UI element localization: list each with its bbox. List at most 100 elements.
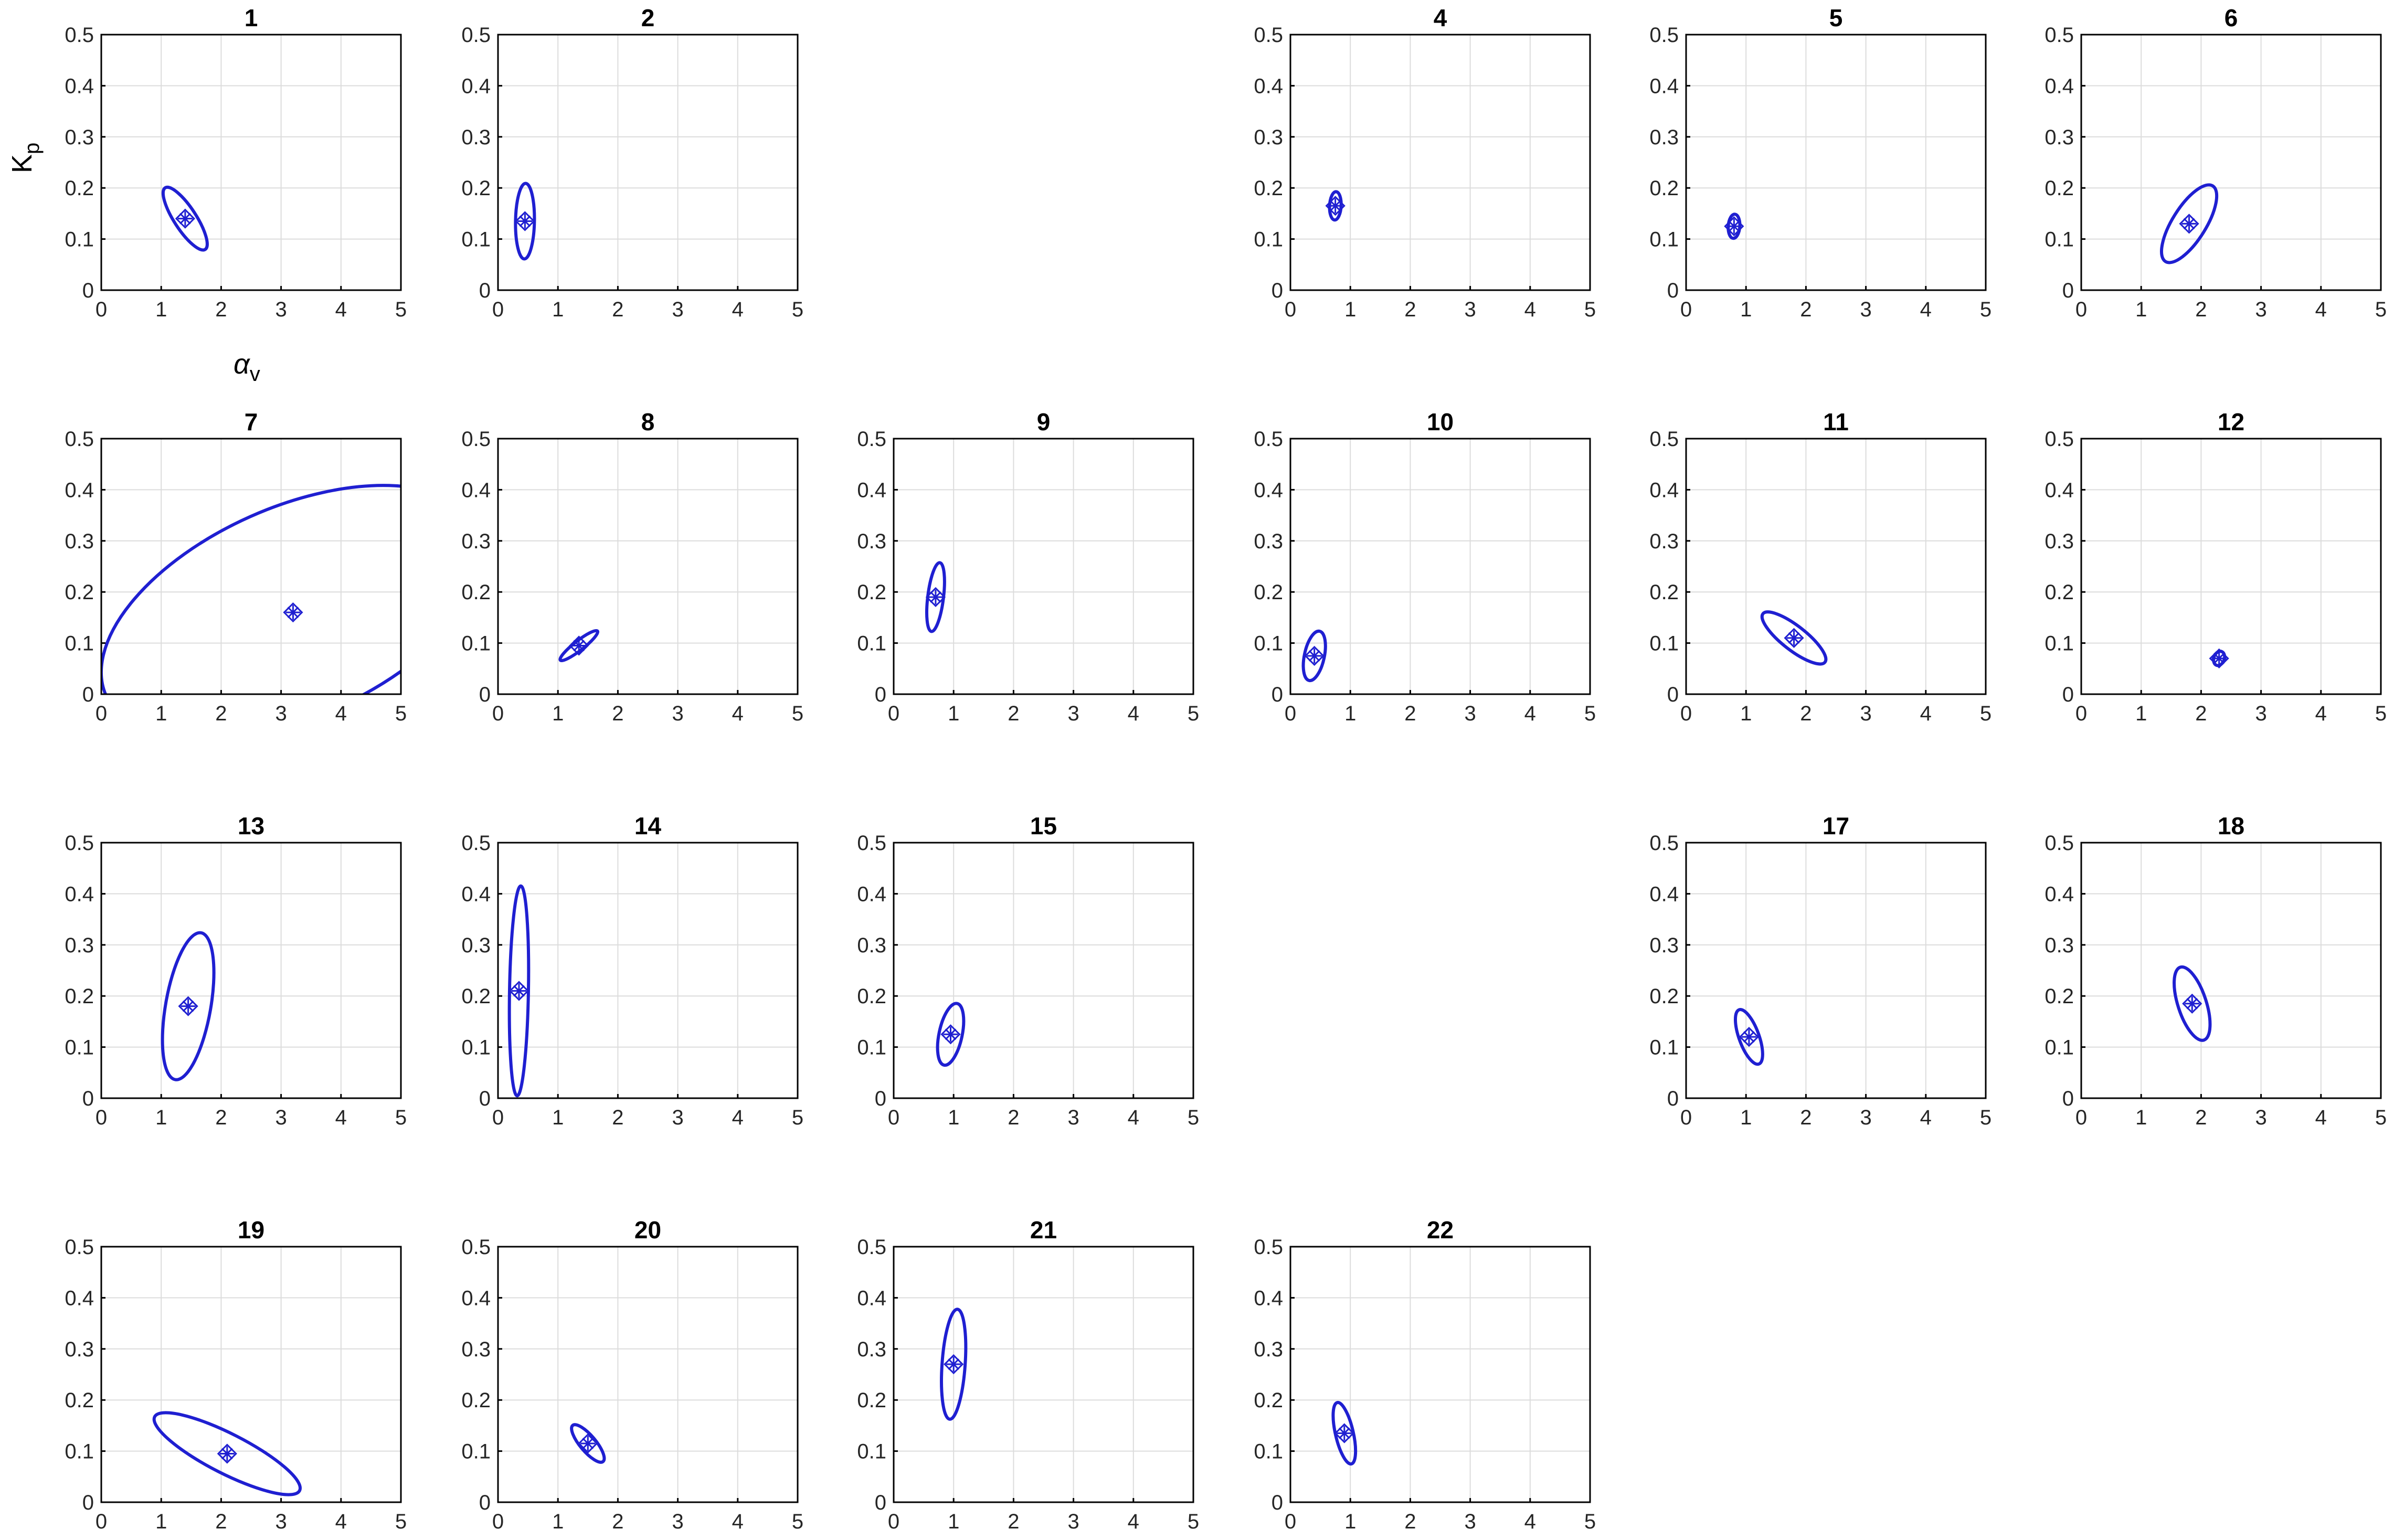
x-tick-label: 5: [1584, 702, 1596, 725]
y-tick-label: 0.4: [2045, 75, 2074, 98]
estimate-diamond-marker: [940, 1024, 961, 1045]
y-tick-label: 0.3: [857, 1338, 886, 1361]
y-tick-label: 0: [479, 1491, 491, 1514]
y-tick-label: 0.3: [461, 1338, 491, 1361]
x-tick-label: 3: [672, 1510, 683, 1533]
x-tick-label: 5: [1980, 298, 1992, 321]
estimate-asterisk-marker: [1328, 198, 1343, 214]
estimate-asterisk-marker: [181, 999, 196, 1014]
subplot-title: 20: [634, 1216, 661, 1244]
y-tick-label: 0.3: [461, 934, 491, 957]
plot-area: [1733, 1008, 1764, 1066]
y-tick-label: 0.1: [65, 1440, 94, 1463]
y-tick-label: 0.5: [1649, 428, 1679, 451]
y-tick-label: 0.4: [461, 479, 491, 502]
y-tick-label: 0.5: [65, 24, 94, 47]
x-tick-label: 5: [2375, 1106, 2387, 1129]
confidence-ellipse: [2173, 965, 2212, 1042]
x-tick-label: 0: [1680, 702, 1692, 725]
estimate-asterisk-marker: [177, 211, 193, 226]
x-tick-label: 3: [672, 702, 683, 725]
y-tick-label: 0.4: [461, 75, 491, 98]
subplot-title: 9: [1037, 408, 1051, 436]
confidence-ellipse: [152, 1411, 302, 1496]
subplot-19: 0 1 2 3 4 5 0 0.1 0.2 0.3 0.4 0.5 19: [65, 1216, 407, 1533]
x-tick-label: 0: [1285, 1510, 1296, 1533]
estimate-asterisk-marker: [1741, 1029, 1756, 1045]
confidence-ellipse: [1331, 1400, 1358, 1466]
subplot-10: 0 1 2 3 4 5 0 0.1 0.2 0.3 0.4 0.5 10: [1254, 408, 1596, 725]
y-tick-label: 0.1: [1649, 228, 1679, 251]
estimate-asterisk-marker: [2181, 216, 2197, 231]
x-axis-label-sub: v: [250, 363, 260, 386]
estimate-asterisk-marker: [1307, 648, 1322, 663]
y-tick-label: 0.1: [857, 1440, 886, 1463]
y-tick-label: 0.4: [1649, 883, 1679, 906]
x-tick-label: 4: [335, 298, 347, 321]
y-tick-label: 0: [479, 279, 491, 302]
y-tick-label: 0: [875, 1087, 886, 1110]
axes-box: [2080, 34, 2382, 291]
x-tick-label: 2: [1404, 1510, 1416, 1533]
asterisk-stroke: [179, 213, 191, 225]
y-tick-label: 0.5: [461, 428, 491, 451]
plot-area: [507, 884, 531, 1098]
axes-box: [100, 34, 402, 291]
x-tick-label: 1: [948, 1510, 959, 1533]
x-tick-label: 0: [96, 1106, 107, 1129]
x-tick-label: 3: [275, 1510, 287, 1533]
x-tick-label: 0: [888, 1106, 899, 1129]
y-tick-label: 0.4: [65, 479, 94, 502]
y-tick-label: 0: [1272, 683, 1283, 706]
y-tick-label: 0.2: [65, 985, 94, 1008]
y-tick-label: 0.2: [461, 177, 491, 200]
x-tick-label: 2: [1404, 702, 1416, 725]
x-tick-label: 0: [2075, 702, 2087, 725]
y-tick-label: 0.3: [2045, 934, 2074, 957]
y-tick-label: 0.1: [65, 1036, 94, 1059]
x-tick-label: 4: [1524, 1510, 1536, 1533]
x-tick-label: 3: [2255, 1106, 2266, 1129]
y-tick-label: 0: [1667, 279, 1679, 302]
y-tick-label: 0.5: [857, 832, 886, 855]
y-tick-label: 0.1: [2045, 632, 2074, 655]
y-tick-label: 0.5: [461, 24, 491, 47]
x-tick-label: 3: [1067, 1106, 1079, 1129]
asterisk-stroke: [2186, 997, 2198, 1010]
plot-area: [925, 561, 946, 633]
asterisk-stroke: [2183, 218, 2195, 230]
x-tick-label: 1: [1344, 1510, 1356, 1533]
x-tick-label: 5: [1584, 1510, 1596, 1533]
y-tick-label: 0: [1667, 1087, 1679, 1110]
x-tick-label: 4: [732, 1106, 744, 1129]
x-tick-label: 4: [1128, 1106, 1139, 1129]
estimate-asterisk-marker: [580, 1436, 596, 1451]
y-tick-label: 0.5: [65, 1236, 94, 1259]
y-tick-label: 0: [2062, 279, 2074, 302]
x-tick-label: 5: [395, 298, 407, 321]
subplot-13: 0 1 2 3 4 5 0 0.1 0.2 0.3 0.4 0.5 13: [65, 812, 407, 1129]
y-tick-label: 0.1: [1254, 228, 1283, 251]
x-tick-label: 2: [1008, 1106, 1019, 1129]
x-tick-label: 5: [1980, 702, 1992, 725]
subplot-title: 12: [2218, 408, 2244, 436]
y-tick-label: 0.4: [65, 1287, 94, 1310]
estimate-diamond-marker: [578, 1433, 598, 1454]
y-tick-label: 0.1: [857, 1036, 886, 1059]
subplot-11: 0 1 2 3 4 5 0 0.1 0.2 0.3 0.4 0.5 11: [1649, 408, 1992, 725]
x-tick-label: 3: [1464, 1510, 1476, 1533]
y-tick-label: 0.2: [461, 1389, 491, 1412]
y-tick-label: 0.4: [1254, 1287, 1283, 1310]
y-tick-label: 0.2: [1254, 1389, 1283, 1412]
y-tick-label: 0.2: [2045, 581, 2074, 604]
y-tick-label: 0.2: [65, 1389, 94, 1412]
estimate-diamond-marker: [944, 1354, 964, 1375]
asterisk-stroke: [1338, 1427, 1350, 1439]
asterisk-stroke: [573, 640, 585, 652]
x-tick-label: 2: [612, 1106, 623, 1129]
confidence-ellipse: [570, 1423, 606, 1464]
asterisk-stroke: [1788, 632, 1800, 644]
x-tick-label: 3: [672, 298, 683, 321]
axes-box: [1685, 842, 1987, 1099]
x-tick-label: 4: [732, 1510, 744, 1533]
